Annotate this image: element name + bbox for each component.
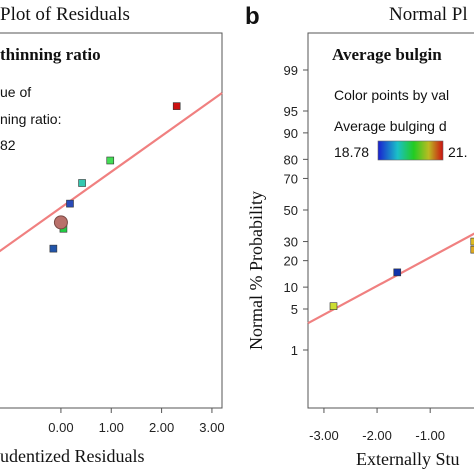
right-y-ticks: 1 5 10 20 30 50 70 80 90 95 99: [284, 63, 308, 358]
left-plot-title: Plot of Residuals: [0, 4, 130, 25]
right-y-tick-label-2: 10: [284, 280, 298, 295]
left-legend-line-1: ue of: [0, 84, 31, 100]
left-fit-line: [0, 92, 223, 253]
right-y-tick-label-7: 80: [284, 152, 298, 167]
right-y-tick-label-4: 30: [284, 235, 298, 250]
colorbar-max-label: 21.: [448, 144, 467, 160]
left-legend-line-3: 82: [0, 137, 16, 153]
right-panel: b Normal Pl Average bulgin Color points …: [245, 3, 474, 469]
right-y-tick-label-5: 50: [284, 203, 298, 218]
panel-label-b: b: [245, 3, 260, 30]
left-legend-line-2: ning ratio:: [0, 111, 61, 127]
right-legend-title: Average bulgin: [332, 45, 442, 64]
left-x-tick-label-2: 2.00: [149, 420, 174, 435]
left-panel: Plot of Residuals thinning ratio ue of n…: [0, 4, 225, 466]
right-plot-title: Normal Pl: [389, 4, 468, 25]
right-x-axis-label: Externally Stu: [356, 449, 459, 469]
left-plot-frame: [0, 32, 223, 409]
right-y-tick-label-9: 95: [284, 104, 298, 119]
left-point-6: [172, 102, 181, 110]
right-plot-frame: [307, 32, 474, 409]
right-y-tick-label-10: 99: [284, 63, 298, 78]
right-y-tick-label-1: 5: [291, 302, 298, 317]
left-point-2: [53, 215, 68, 230]
left-x-axis-label: udentized Residuals: [0, 446, 144, 466]
left-x-tick-label-1: 1.00: [99, 420, 124, 435]
right-x-ticks: -3.00 -2.00 -1.00: [309, 408, 445, 443]
right-y-axis-label: Normal % Probability: [246, 191, 266, 350]
left-point-0: [49, 244, 58, 253]
left-fit-line-segment: [0, 92, 223, 253]
colorbar-label: Average bulging d: [334, 118, 447, 134]
left-x-ticks: 0.00 1.00 2.00 3.00: [48, 408, 225, 435]
colorbar: [377, 140, 444, 161]
right-y-tick-label-3: 20: [284, 254, 298, 269]
left-point-3: [66, 199, 74, 208]
left-legend-title: thinning ratio: [0, 45, 101, 64]
left-point-4: [78, 179, 86, 187]
left-point-5: [106, 156, 115, 165]
left-points: [49, 102, 181, 253]
right-points: [329, 237, 474, 310]
right-y-tick-label-0: 1: [291, 343, 298, 358]
right-point-1: [393, 268, 402, 277]
right-x-tick-label-1: -2.00: [362, 428, 392, 443]
right-y-tick-label-6: 70: [284, 171, 298, 186]
left-x-tick-label-0: 0.00: [48, 420, 73, 435]
right-x-tick-label-2: -1.00: [415, 428, 445, 443]
right-point-0: [329, 302, 338, 310]
right-point-2: [470, 237, 474, 246]
right-legend-line: Color points by val: [334, 87, 449, 103]
right-y-tick-label-8: 90: [284, 126, 298, 141]
right-x-tick-label-0: -3.00: [309, 428, 339, 443]
left-x-tick-label-3: 3.00: [199, 420, 224, 435]
right-point-3: [470, 245, 474, 254]
colorbar-min-label: 18.78: [334, 144, 369, 160]
